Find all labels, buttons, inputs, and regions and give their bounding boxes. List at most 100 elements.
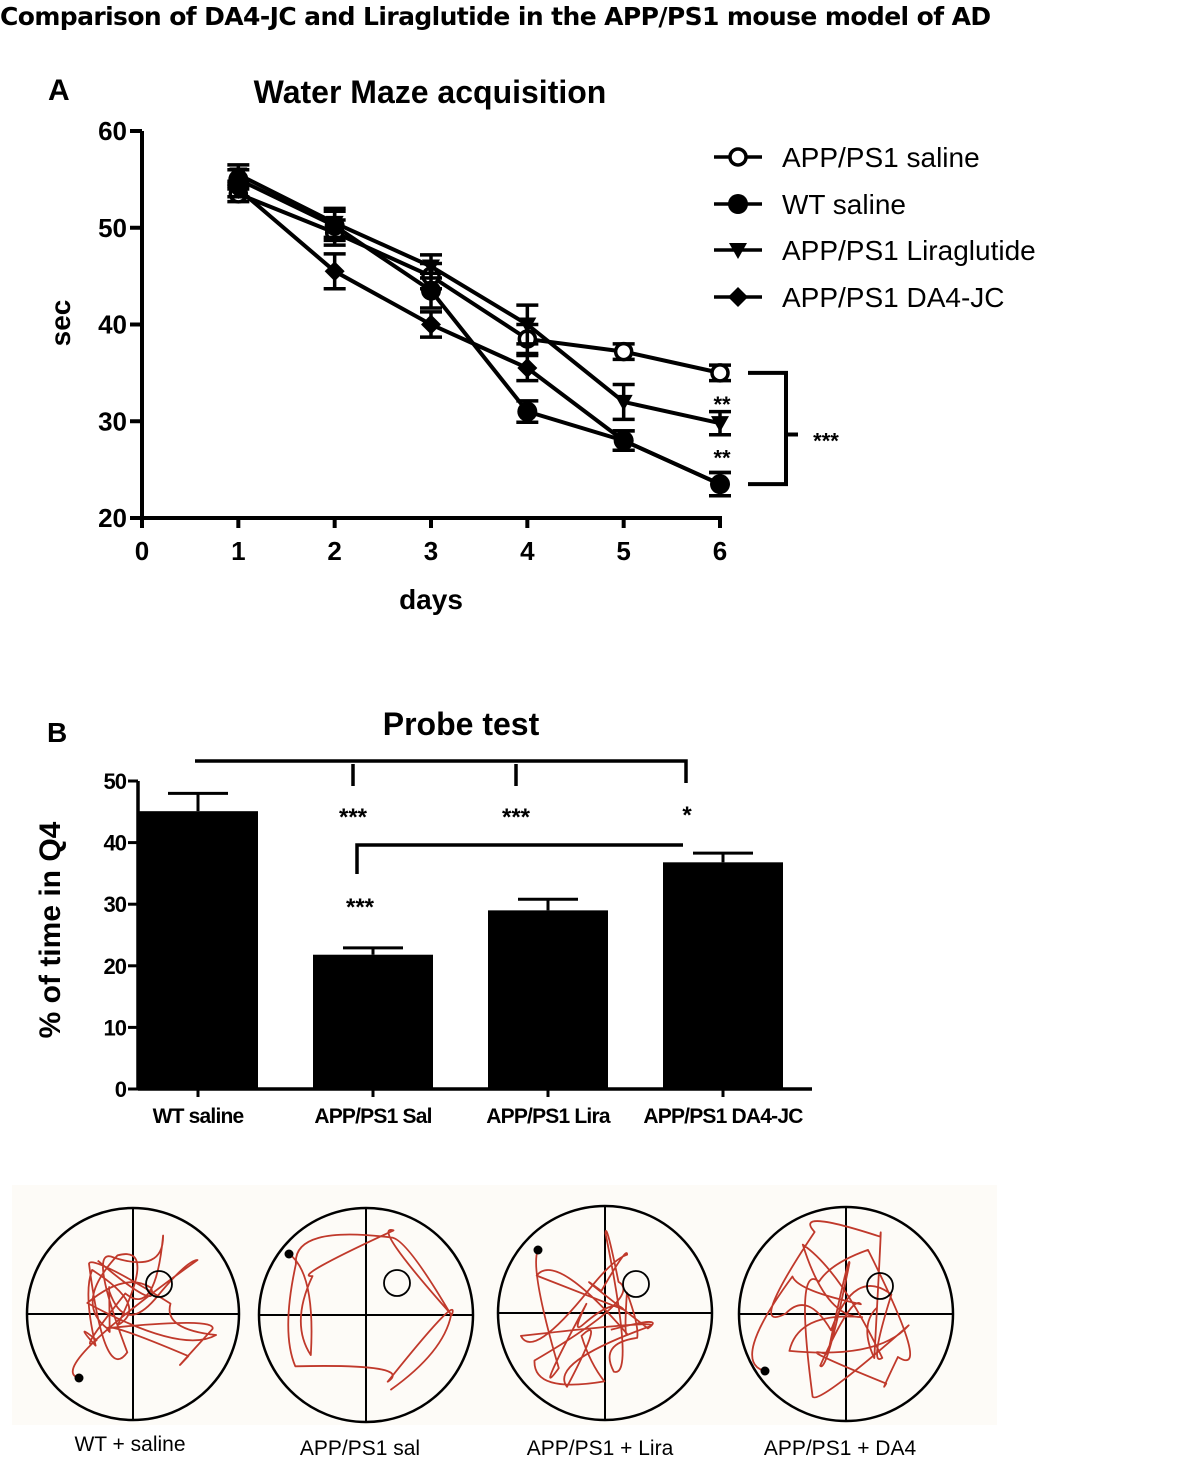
significance-bracket <box>748 370 788 487</box>
y-tick-label: 50 <box>104 769 127 794</box>
data-point <box>614 394 633 411</box>
y-axis-label: sec <box>45 300 76 347</box>
panel-a-chart: A Water Maze acquisition 20 30 40 50 60 0 1 2 3 4 5 6… <box>45 74 1036 615</box>
legend-marker <box>728 194 748 214</box>
series-line <box>237 172 721 426</box>
legend-item: APP/PS1 DA4-JC <box>714 282 1005 313</box>
bar <box>313 954 433 1089</box>
start-point <box>284 1249 294 1259</box>
legend-label: APP/PS1 DA4-JC <box>782 282 1005 313</box>
x-axis-label: days <box>399 584 463 615</box>
data-point <box>422 259 440 276</box>
swim-track-3 <box>496 1204 714 1422</box>
start-point <box>760 1366 770 1376</box>
x-tick-label: 1 <box>231 536 245 566</box>
swim-track-2 <box>257 1206 475 1424</box>
x-tick-label: 2 <box>327 536 341 566</box>
bar <box>663 862 783 1089</box>
legend-item: WT saline <box>714 189 906 220</box>
data-point <box>710 474 730 495</box>
bar <box>138 811 258 1089</box>
y-tick-label: 40 <box>104 831 127 856</box>
track-label: APP/PS1 sal <box>299 1437 421 1460</box>
y-tick-label: 10 <box>104 1015 127 1040</box>
data-point <box>613 430 634 451</box>
significance-label: ** <box>713 392 731 417</box>
series-app-ps1-liraglutide <box>227 163 731 437</box>
x-tick-label: 4 <box>520 536 535 566</box>
data-point <box>711 416 729 433</box>
y-tick-label: 20 <box>98 503 127 533</box>
bar <box>488 910 608 1089</box>
x-tick-label: APP/PS1 Lira <box>486 1105 611 1128</box>
platform-marker <box>383 1269 411 1297</box>
data-point <box>421 314 441 335</box>
data-point <box>421 280 441 301</box>
swim-path <box>71 1234 217 1379</box>
y-tick-label: 0 <box>115 1077 127 1102</box>
y-axis-label: % of time in Q4 <box>34 821 67 1038</box>
track-label: APP/PS1 + DA4 <box>763 1437 917 1460</box>
significance-label: *** <box>502 804 531 831</box>
y-tick-label: 30 <box>104 892 127 917</box>
x-tick-label: 0 <box>135 536 149 566</box>
legend-item: APP/PS1 saline <box>714 142 980 173</box>
y-tick-label: 30 <box>98 406 127 436</box>
chart-title: Probe test <box>383 706 540 742</box>
swim-track-1 <box>25 1206 241 1422</box>
x-tick-label: 6 <box>713 536 727 566</box>
swim-path <box>520 1230 654 1388</box>
significance-bracket <box>355 843 683 874</box>
y-tick-label: 20 <box>104 954 127 979</box>
significance-bracket <box>195 759 688 783</box>
data-point <box>324 261 345 282</box>
legend-label: WT saline <box>782 189 906 220</box>
x-tick-label: APP/PS1 Sal <box>314 1105 431 1128</box>
significance-label: *** <box>813 429 839 454</box>
data-point <box>613 341 634 362</box>
data-point <box>518 317 537 334</box>
swim-path <box>751 1220 911 1399</box>
data-point <box>517 401 538 422</box>
y-tick-label: 40 <box>98 310 127 340</box>
y-tick-label: 60 <box>98 116 127 146</box>
data-point <box>710 363 730 383</box>
data-point <box>517 358 538 379</box>
panel-label: A <box>48 74 70 107</box>
legend-label: APP/PS1 Liraglutide <box>782 235 1036 266</box>
track-label: APP/PS1 + Lira <box>526 1437 674 1460</box>
track-images-background <box>12 1185 997 1425</box>
platform-marker <box>866 1272 894 1300</box>
legend-label: APP/PS1 saline <box>782 142 980 173</box>
figure-title: Comparison of DA4-JC and Liraglutide in … <box>0 2 991 31</box>
series-line <box>237 187 721 486</box>
data-point <box>229 167 248 184</box>
significance-label: *** <box>339 804 368 831</box>
significance-label: ** <box>713 446 731 471</box>
track-label: WT + saline <box>74 1433 186 1456</box>
series-app-ps1-da4-jc <box>227 179 731 498</box>
legend-marker <box>728 147 748 167</box>
x-tick-label: 3 <box>424 536 438 566</box>
x-tick-label: WT saline <box>153 1105 244 1128</box>
legend-item: APP/PS1 Liraglutide <box>714 235 1036 266</box>
data-point <box>325 215 344 232</box>
legend-marker <box>728 287 748 307</box>
significance-label: *** <box>346 894 375 921</box>
y-tick-label: 50 <box>98 213 127 243</box>
x-tick-label: APP/PS1 DA4-JC <box>643 1105 803 1128</box>
data-point <box>228 179 249 200</box>
swim-path <box>287 1229 454 1391</box>
significance-label: * <box>682 802 692 829</box>
panel-b-chart: B Probe test 0 10 20 30 40 50 WT saline APP/PS1 S… <box>34 706 812 1128</box>
chart-title: Water Maze acquisition <box>254 74 607 110</box>
x-tick-label: 5 <box>616 536 630 566</box>
swim-track-4 <box>737 1205 955 1423</box>
platform-marker <box>622 1270 650 1298</box>
start-point <box>74 1373 84 1383</box>
legend-marker <box>729 243 747 259</box>
series-line <box>237 192 721 375</box>
platform-marker <box>145 1270 173 1298</box>
start-point <box>533 1245 543 1255</box>
